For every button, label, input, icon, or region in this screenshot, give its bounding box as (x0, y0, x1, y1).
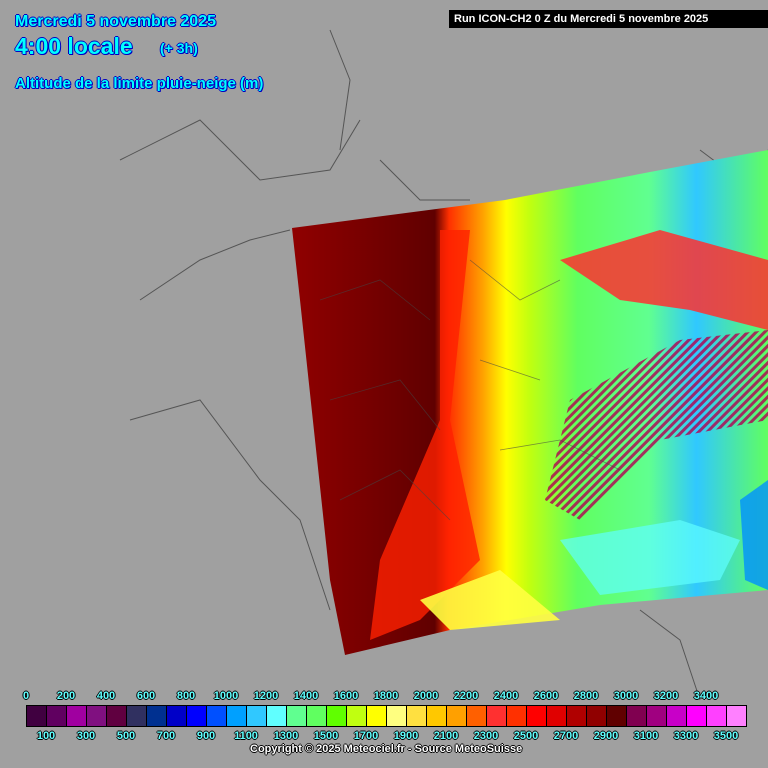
legend-label-top: 1400 (293, 690, 319, 702)
legend-swatch (267, 706, 287, 726)
copyright: Copyright © 2025 Meteociel.fr - Source M… (250, 743, 523, 755)
legend-swatch (507, 706, 527, 726)
legend-label-bottom: 100 (36, 730, 56, 742)
legend-label-top: 1800 (373, 690, 399, 702)
parameter-title: Altitude de la limite pluie-neige (m) (15, 75, 264, 92)
legend-swatch (667, 706, 687, 726)
legend-swatch (287, 706, 307, 726)
legend-label-bottom: 700 (156, 730, 176, 742)
forecast-offset: (+ 3h) (160, 40, 198, 56)
legend-label-top: 2600 (533, 690, 559, 702)
legend-label-top: 800 (176, 690, 196, 702)
legend-swatch (127, 706, 147, 726)
legend-swatch (527, 706, 547, 726)
legend-swatch (547, 706, 567, 726)
legend-swatch (187, 706, 207, 726)
legend-label-top: 200 (56, 690, 76, 702)
legend-swatch (247, 706, 267, 726)
region-borders (319, 259, 621, 521)
legend-label-top: 3200 (653, 690, 679, 702)
color-legend (26, 705, 747, 727)
legend-label-top: 3400 (693, 690, 719, 702)
legend-swatch (87, 706, 107, 726)
legend-label-top: 600 (136, 690, 156, 702)
legend-label-bottom: 3300 (673, 730, 699, 742)
legend-swatch (707, 706, 727, 726)
legend-label-top: 2400 (493, 690, 519, 702)
legend-label-bottom: 500 (116, 730, 136, 742)
legend-swatch (627, 706, 647, 726)
legend-swatch (467, 706, 487, 726)
legend-swatch (147, 706, 167, 726)
legend-swatch (647, 706, 667, 726)
legend-swatch (27, 706, 47, 726)
legend-label-top: 1600 (333, 690, 359, 702)
legend-swatch (107, 706, 127, 726)
legend-label-bottom: 1900 (393, 730, 419, 742)
legend-swatch (307, 706, 327, 726)
country-borders (119, 29, 768, 701)
legend-swatch (427, 706, 447, 726)
yellow-south (420, 570, 560, 630)
legend-label-bottom: 2500 (513, 730, 539, 742)
red-band (370, 230, 480, 640)
legend-label-top: 400 (96, 690, 116, 702)
legend-label-top: 1200 (253, 690, 279, 702)
legend-label-bottom: 2300 (473, 730, 499, 742)
forecast-hour: 4:00 locale (15, 33, 133, 59)
run-info: Run ICON-CH2 0 Z du Mercredi 5 novembre … (449, 10, 768, 28)
legend-label-bottom: 900 (196, 730, 216, 742)
legend-label-bottom: 3500 (713, 730, 739, 742)
legend-label-top: 1000 (213, 690, 239, 702)
hatched-area (545, 330, 768, 520)
legend-swatch (327, 706, 347, 726)
legend-label-bottom: 1100 (234, 730, 258, 742)
legend-label-bottom: 1700 (353, 730, 379, 742)
forecast-date: Mercredi 5 novembre 2025 (15, 13, 216, 30)
legend-label-bottom: 300 (76, 730, 96, 742)
legend-label-bottom: 2700 (553, 730, 579, 742)
cyan-area (560, 520, 740, 595)
legend-label-bottom: 2100 (433, 730, 459, 742)
legend-swatch (47, 706, 67, 726)
legend-swatch (587, 706, 607, 726)
legend-swatch (367, 706, 387, 726)
warm-area-north (560, 230, 768, 330)
legend-label-top: 0 (22, 690, 30, 702)
legend-swatch (487, 706, 507, 726)
legend-label-top: 3000 (613, 690, 639, 702)
blue-area (740, 480, 768, 590)
legend-swatch (67, 706, 87, 726)
legend-swatch (207, 706, 227, 726)
legend-label-bottom: 1300 (273, 730, 299, 742)
legend-swatch (447, 706, 467, 726)
legend-swatch (567, 706, 587, 726)
legend-swatch (727, 706, 746, 726)
legend-swatch (167, 706, 187, 726)
legend-label-top: 2000 (413, 690, 439, 702)
legend-swatch (607, 706, 627, 726)
legend-swatch (407, 706, 427, 726)
legend-label-bottom: 1500 (313, 730, 339, 742)
legend-label-bottom: 3100 (633, 730, 659, 742)
legend-label-top: 2200 (453, 690, 479, 702)
legend-swatch (227, 706, 247, 726)
legend-swatch (687, 706, 707, 726)
legend-label-top: 2800 (573, 690, 599, 702)
legend-swatch (347, 706, 367, 726)
legend-swatch (387, 706, 407, 726)
legend-label-bottom: 2900 (593, 730, 619, 742)
